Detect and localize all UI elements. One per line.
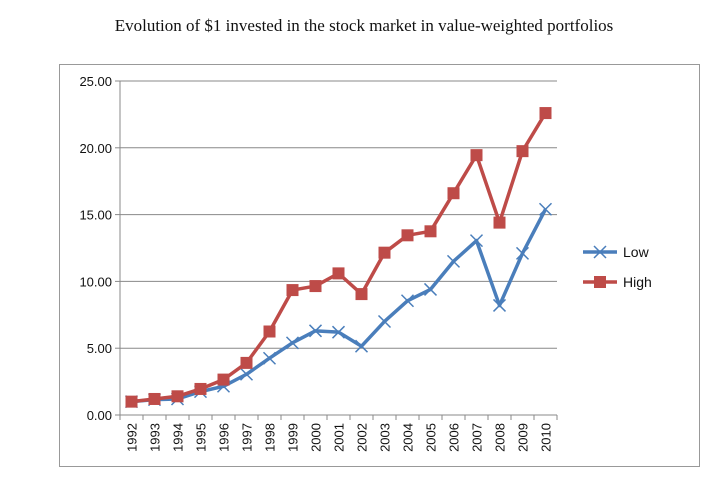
legend-label-low: Low <box>623 244 650 260</box>
legend-marker <box>593 245 607 259</box>
data-point-low <box>469 234 484 248</box>
legend-label-high: High <box>623 274 652 290</box>
data-point-high <box>309 280 322 293</box>
data-point-high <box>240 356 253 369</box>
data-point-high <box>378 246 391 259</box>
x-tick-label: 1999 <box>286 423 301 452</box>
data-point-high <box>125 395 138 408</box>
x-tick-label: 1994 <box>171 423 186 452</box>
x-tick-label: 2004 <box>401 423 416 452</box>
data-point-low <box>423 282 438 296</box>
data-point-low <box>377 314 392 329</box>
legend-marker <box>594 276 606 288</box>
data-point-low <box>285 336 300 350</box>
x-tick-label: 1992 <box>125 423 140 452</box>
y-tick-label: 0.00 <box>87 408 112 423</box>
data-point-high <box>447 187 460 200</box>
data-point-high <box>171 390 184 403</box>
x-tick-label: 2006 <box>447 423 462 452</box>
data-point-low <box>331 325 346 339</box>
data-point-low <box>308 324 323 338</box>
data-point-low <box>354 339 369 353</box>
data-point-low <box>262 351 277 365</box>
data-point-low <box>538 202 553 216</box>
y-tick-label: 20.00 <box>79 141 112 156</box>
data-point-high <box>286 284 299 297</box>
data-point-high <box>424 225 437 238</box>
y-tick-label: 5.00 <box>87 341 112 356</box>
y-tick-label: 10.00 <box>79 274 112 289</box>
x-tick-label: 2000 <box>309 423 324 452</box>
x-tick-label: 2009 <box>516 423 531 452</box>
data-point-high <box>355 288 368 301</box>
x-tick-label: 2001 <box>332 423 347 452</box>
x-tick-label: 2003 <box>378 423 393 452</box>
x-tick-label: 2010 <box>539 423 554 452</box>
data-point-high <box>194 382 207 395</box>
data-point-low <box>515 246 530 260</box>
data-point-low <box>239 367 254 381</box>
x-tick-label: 2005 <box>424 423 439 452</box>
x-tick-label: 1996 <box>217 423 232 452</box>
x-tick-label: 1995 <box>194 423 209 452</box>
x-tick-label: 1993 <box>148 423 163 452</box>
data-point-low <box>446 254 461 268</box>
chart-title: Evolution of $1 invested in the stock ma… <box>114 16 614 35</box>
data-point-high <box>516 145 529 158</box>
data-point-high <box>263 325 276 338</box>
data-point-high <box>217 373 230 386</box>
series-line-low <box>131 208 548 404</box>
chart-frame <box>59 64 700 467</box>
data-point-high <box>539 107 552 120</box>
x-tick-label: 1997 <box>240 423 255 452</box>
data-point-high <box>148 392 161 405</box>
x-tick-label: 2002 <box>355 423 370 452</box>
y-tick-label: 15.00 <box>79 208 112 223</box>
data-point-high <box>401 229 414 242</box>
data-point-low <box>492 298 507 312</box>
data-point-high <box>332 267 345 280</box>
y-tick-label: 25.00 <box>79 74 112 89</box>
x-tick-label: 1998 <box>263 423 278 452</box>
data-point-low <box>400 294 415 308</box>
data-point-high <box>493 216 506 229</box>
x-tick-label: 2008 <box>493 423 508 452</box>
data-point-high <box>470 149 483 162</box>
x-tick-label: 2007 <box>470 423 485 452</box>
